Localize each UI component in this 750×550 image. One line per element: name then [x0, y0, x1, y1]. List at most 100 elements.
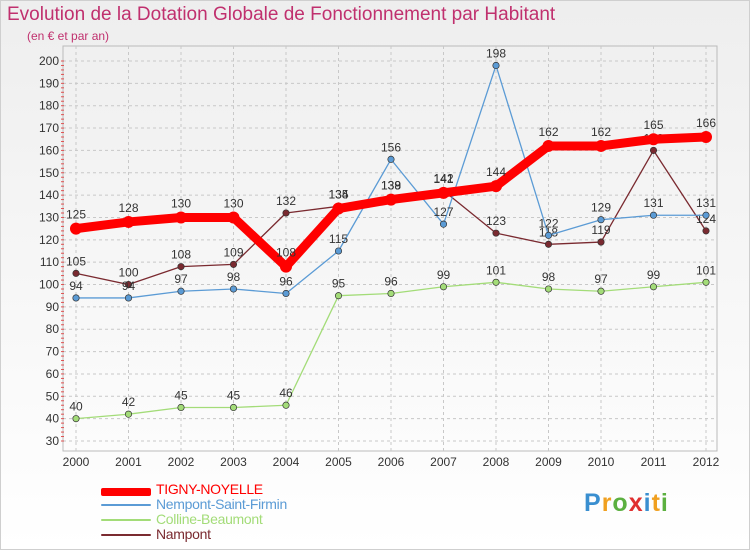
x-tick-label: 2000 — [63, 455, 90, 469]
data-point — [387, 289, 395, 298]
logo-letter: i — [643, 489, 652, 517]
data-point — [649, 283, 658, 291]
y-tick-label: 120 — [39, 233, 59, 247]
data-point — [490, 180, 502, 193]
legend-label: TIGNY-NOYELLE — [156, 481, 263, 497]
data-point — [595, 139, 607, 152]
data-label: 198 — [486, 46, 506, 60]
logo-letter: t — [651, 489, 661, 517]
data-label: 119 — [591, 223, 610, 237]
data-label: 109 — [223, 245, 243, 259]
x-tick-label: 2012 — [693, 455, 720, 469]
y-tick-label: 70 — [46, 345, 60, 359]
plot-area — [62, 45, 718, 452]
data-label: 156 — [381, 140, 401, 154]
x-tick-label: 2003 — [220, 455, 247, 469]
data-label: 97 — [594, 272, 608, 286]
data-label: 94 — [122, 279, 136, 293]
data-label: 98 — [227, 270, 241, 284]
y-tick-label: 100 — [39, 278, 59, 292]
data-point — [70, 222, 82, 235]
x-tick-label: 2006 — [378, 455, 405, 469]
x-tick-label: 2007 — [430, 455, 457, 469]
data-point — [597, 216, 605, 224]
data-label: 127 — [433, 205, 453, 219]
x-tick-label: 2010 — [588, 455, 615, 469]
data-label: 134 — [328, 188, 348, 202]
data-point — [492, 61, 500, 70]
data-label: 45 — [174, 388, 188, 402]
data-label: 132 — [276, 194, 296, 208]
y-tick-label: 170 — [39, 121, 59, 135]
y-tick-label: 60 — [46, 367, 60, 381]
data-point — [282, 289, 290, 298]
data-label: 166 — [696, 116, 716, 130]
chart-title: Evolution de la Dotation Globale de Fonc… — [7, 4, 556, 25]
data-point — [72, 415, 80, 423]
x-tick-label: 2005 — [325, 455, 352, 469]
data-point — [544, 231, 553, 239]
y-tick-label: 80 — [46, 322, 60, 336]
logo-letter: o — [612, 489, 629, 517]
legend-swatch — [101, 504, 151, 506]
data-label: 96 — [279, 274, 293, 288]
data-label: 105 — [66, 254, 86, 268]
data-label: 130 — [223, 196, 243, 210]
data-point — [177, 403, 185, 412]
logo-letter: i — [660, 489, 669, 517]
data-point — [647, 133, 660, 146]
data-label: 98 — [542, 270, 556, 284]
legend-swatch — [101, 534, 151, 536]
data-label: 165 — [643, 118, 663, 132]
data-point — [385, 193, 397, 206]
x-tick-label: 2008 — [483, 455, 510, 469]
x-tick-label: 2001 — [115, 455, 142, 469]
data-label: 115 — [329, 232, 348, 246]
y-tick-label: 140 — [39, 188, 59, 202]
data-label: 129 — [591, 201, 611, 215]
x-tick-label: 2011 — [641, 455, 667, 469]
data-label: 42 — [122, 395, 136, 409]
data-point — [229, 403, 238, 412]
data-label: 100 — [118, 266, 138, 280]
legend-label: Colline-Beaumont — [156, 511, 263, 527]
data-point — [122, 215, 135, 228]
data-point — [229, 285, 238, 293]
data-label: 123 — [486, 214, 506, 228]
logo-letter: P — [584, 489, 602, 517]
proxiti-logo: Proxiti — [584, 489, 669, 518]
data-point — [702, 278, 710, 286]
data-label: 94 — [69, 279, 83, 293]
data-label: 125 — [66, 208, 86, 222]
data-label: 139 — [381, 178, 401, 192]
data-point — [702, 227, 710, 235]
data-point — [702, 211, 710, 219]
legend-swatch — [101, 488, 151, 496]
data-label: 135 — [328, 187, 348, 201]
data-point — [387, 155, 395, 163]
y-tick-label: 200 — [39, 54, 59, 68]
x-tick-label: 2002 — [168, 455, 195, 469]
data-label: 45 — [227, 388, 241, 402]
data-label: 108 — [276, 246, 296, 260]
data-point — [334, 292, 343, 300]
data-label: 97 — [174, 272, 188, 286]
y-tick-label: 50 — [46, 389, 60, 403]
data-label: 95 — [332, 277, 346, 291]
data-point — [124, 294, 133, 302]
data-label: 122 — [538, 216, 558, 230]
data-point — [72, 269, 80, 277]
data-point — [229, 260, 238, 268]
data-label: 101 — [696, 263, 716, 277]
data-label: 99 — [437, 268, 451, 282]
data-point — [544, 285, 553, 293]
data-label: 99 — [647, 268, 661, 282]
data-point — [439, 220, 448, 228]
y-tick-label: 130 — [39, 210, 59, 224]
data-label: 142 — [433, 172, 453, 186]
data-point — [649, 146, 658, 154]
data-label: 96 — [384, 274, 398, 288]
data-label: 128 — [118, 201, 138, 215]
y-tick-label: 150 — [39, 166, 59, 180]
